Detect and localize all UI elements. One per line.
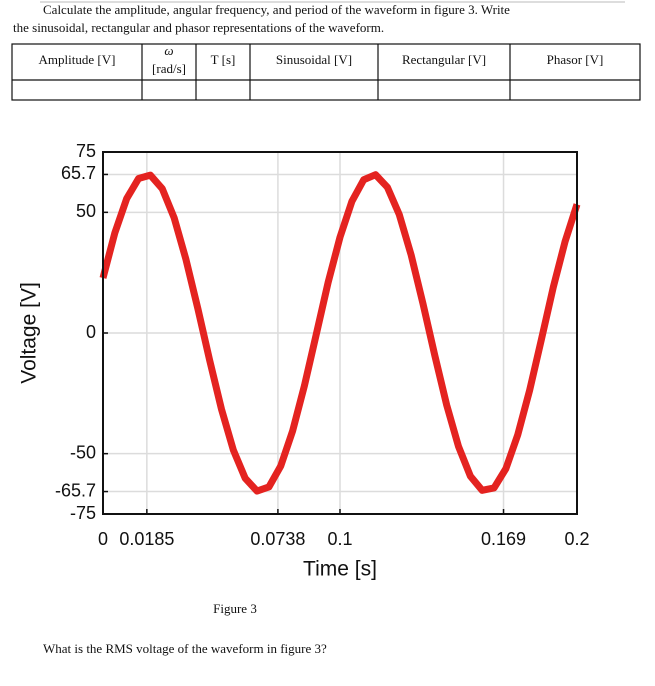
table-header: Sinusoidal [V] bbox=[276, 52, 352, 67]
x-tick-label: 0.2 bbox=[564, 529, 589, 549]
table-header: T [s] bbox=[211, 52, 236, 67]
x-tick-label: 0.0738 bbox=[250, 529, 305, 549]
y-tick-label: -65.7 bbox=[55, 480, 96, 500]
y-tick-label: 75 bbox=[76, 141, 96, 161]
table-header: [rad/s] bbox=[152, 61, 186, 76]
x-tick-label: 0 bbox=[98, 529, 108, 549]
y-tick-label: -75 bbox=[70, 503, 96, 523]
prompt-line: Calculate the amplitude, angular frequen… bbox=[43, 2, 510, 17]
y-tick-label: -50 bbox=[70, 442, 96, 462]
table-frame bbox=[11, 43, 641, 101]
line-series bbox=[99, 171, 581, 495]
y-tick-label: 0 bbox=[86, 322, 96, 342]
plot-frame bbox=[102, 151, 578, 515]
prompt-line: the sinusoidal, rectangular and phasor r… bbox=[13, 20, 384, 35]
table-header: ω bbox=[164, 43, 173, 58]
table-header: Amplitude [V] bbox=[39, 52, 116, 67]
y-tick-label: 65.7 bbox=[61, 163, 96, 183]
figure-caption: Figure 3 bbox=[213, 601, 257, 616]
x-tick-label: 0.0185 bbox=[119, 529, 174, 549]
table-header: Phasor [V] bbox=[547, 52, 604, 67]
x-tick-label: 0.1 bbox=[327, 529, 352, 549]
y-tick-label: 50 bbox=[76, 201, 96, 221]
table-header: Rectangular [V] bbox=[402, 52, 486, 67]
y-axis-label: Voltage [V] bbox=[18, 282, 41, 384]
x-axis-label: Time [s] bbox=[303, 558, 377, 581]
question: What is the RMS voltage of the waveform … bbox=[43, 641, 327, 656]
x-tick-label: 0.169 bbox=[481, 529, 526, 549]
